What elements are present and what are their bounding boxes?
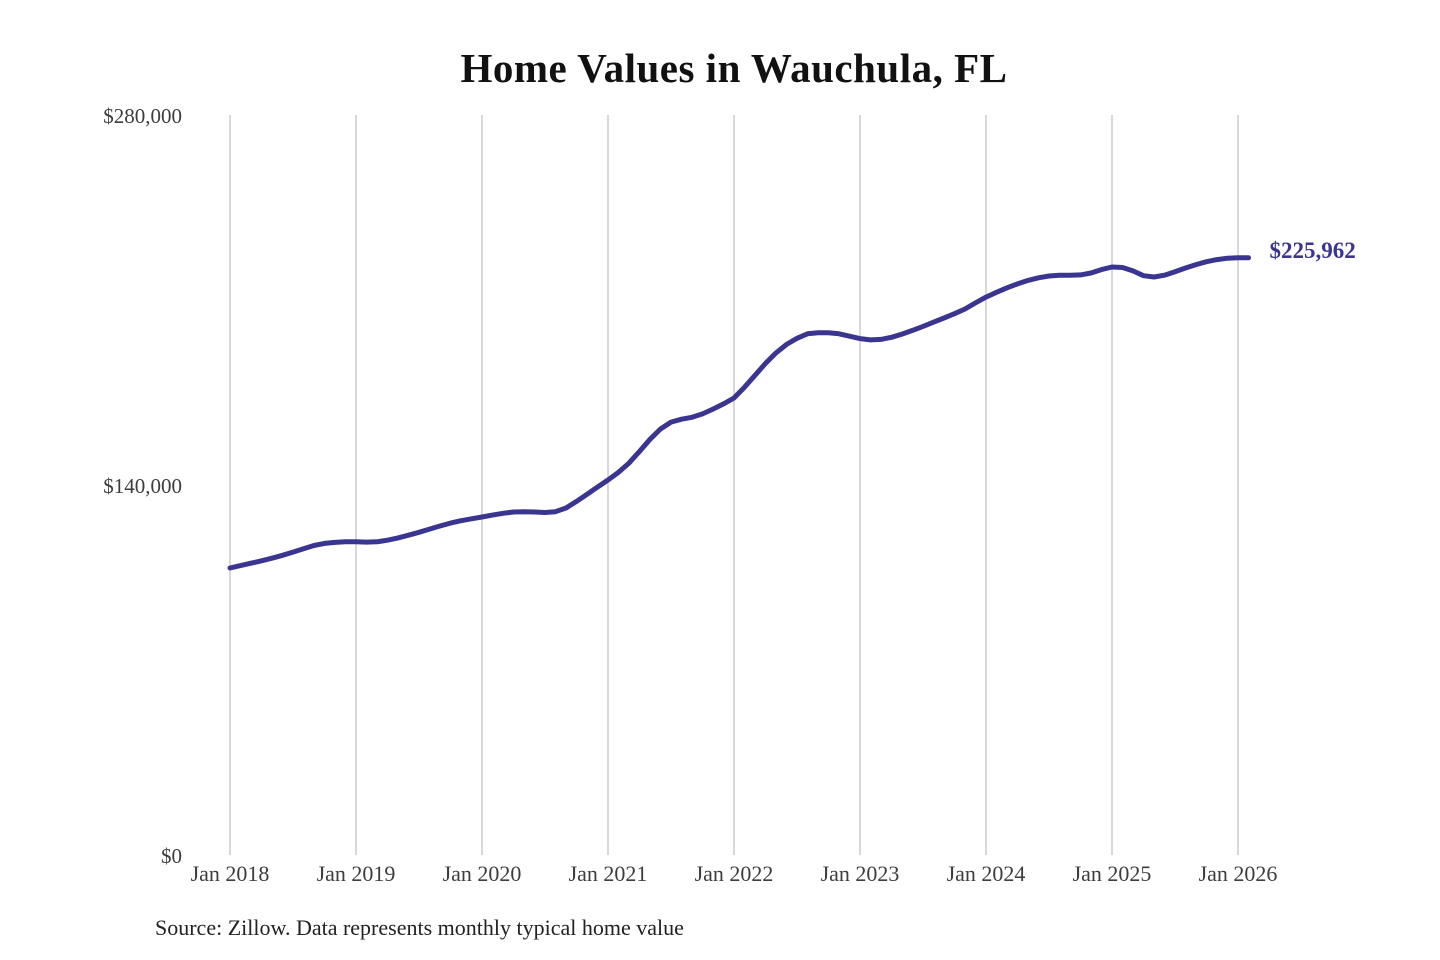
x-tick-label: Jan 2018: [191, 861, 270, 886]
x-tick-label: Jan 2024: [947, 861, 1026, 886]
y-tick-label: $280,000: [103, 104, 182, 128]
x-tick-label: Jan 2025: [1073, 861, 1152, 886]
y-tick-label: $140,000: [103, 474, 182, 498]
x-tick-label: Jan 2020: [443, 861, 522, 886]
chart-title: Home Values in Wauchula, FL: [460, 45, 1008, 91]
x-tick-label: Jan 2023: [821, 861, 900, 886]
series-line: [227, 255, 1251, 571]
x-tick-label: Jan 2021: [569, 861, 648, 886]
y-tick-label: $0: [161, 844, 182, 868]
x-tick-label: Jan 2019: [317, 861, 396, 886]
x-tick-label: Jan 2022: [695, 861, 774, 886]
current-value-label: $225,962: [1269, 237, 1356, 263]
source-note: Source: Zillow. Data represents monthly …: [155, 915, 684, 940]
x-tick-label: Jan 2026: [1199, 861, 1278, 886]
